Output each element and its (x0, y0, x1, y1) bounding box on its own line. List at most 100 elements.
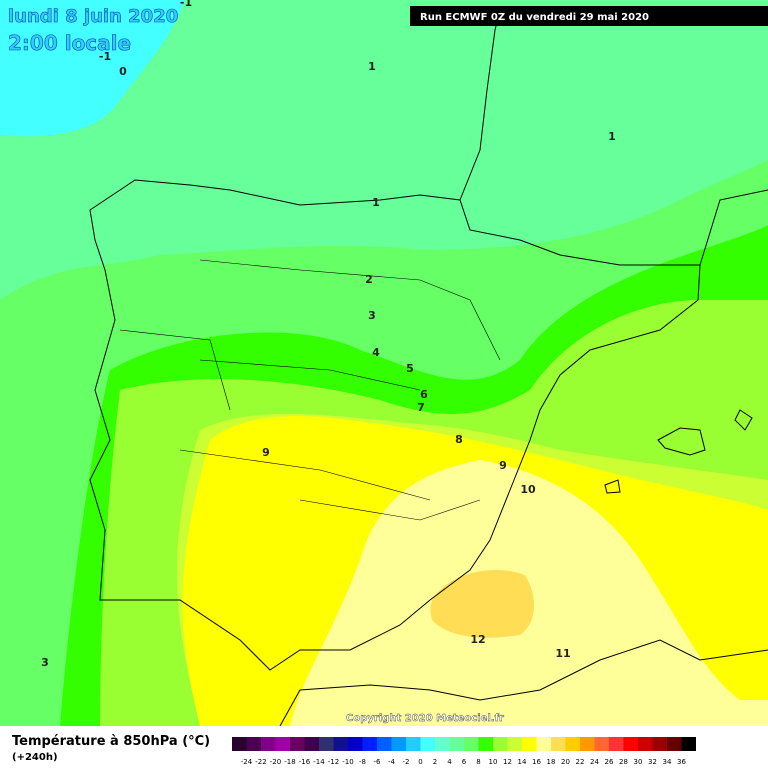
contour-label: 1 (372, 196, 380, 209)
iberia-outline (89, 179, 701, 671)
color-swatch (261, 737, 276, 751)
colorbar-tick-label: 8 (476, 758, 480, 766)
forecast-date: lundi 8 juin 2020 (8, 6, 178, 27)
colorbar-tick-label: 6 (462, 758, 467, 766)
colorbar-tick-label: -4 (388, 758, 396, 766)
contour-label: 10 (520, 483, 536, 496)
colorbar-tick-label: 28 (619, 758, 628, 766)
color-swatch (275, 737, 290, 751)
contour-label: 0 (119, 65, 127, 78)
contour-label: 12 (470, 633, 485, 646)
run-banner (410, 6, 768, 26)
contour-label: 2 (365, 273, 373, 286)
color-swatch (420, 737, 435, 751)
regional-borders (119, 259, 501, 521)
colorbar-tick-label: -6 (374, 758, 382, 766)
colorbar-tick-label: -8 (359, 758, 366, 766)
colorbar-tick-label: -10 (342, 758, 353, 766)
field-cold (0, 0, 185, 137)
colorbar-tick-label: 12 (503, 758, 512, 766)
color-swatch (246, 737, 261, 751)
forecast-time: 2:00 locale (8, 31, 131, 55)
colorbar-tick-label: -12 (328, 758, 339, 766)
island (604, 479, 621, 494)
contour-label: 1 (608, 130, 616, 143)
color-swatch (609, 737, 624, 751)
color-swatch (304, 737, 319, 751)
colorbar-tick-label: 0 (418, 758, 422, 766)
colorbar-tick-label: -2 (403, 758, 410, 766)
color-swatch (638, 737, 653, 751)
color-swatch (232, 737, 247, 751)
contour-label: 8 (455, 433, 463, 446)
color-swatch (565, 737, 580, 751)
contour-label: -1 (180, 0, 192, 9)
africa-coast (279, 639, 768, 727)
colorbar-tick-label: 30 (634, 758, 643, 766)
color-swatch (290, 737, 305, 751)
color-swatch (493, 737, 508, 751)
color-swatch (362, 737, 377, 751)
colorbar-tick-label: 24 (590, 758, 599, 766)
color-swatch (551, 737, 566, 751)
colorbar-tick-label: -22 (255, 758, 266, 766)
color-swatch (522, 737, 537, 751)
color-swatch (348, 737, 363, 751)
contour-label: 9 (262, 446, 270, 459)
color-swatch (580, 737, 595, 751)
island (657, 427, 706, 456)
island (734, 409, 753, 431)
copyright: Copyright 2020 Meteociel.fr (346, 713, 504, 724)
temperature-field (0, 0, 768, 726)
colorbar-tick-label: 10 (489, 758, 498, 766)
color-swatch (406, 737, 421, 751)
color-swatch (623, 737, 638, 751)
colorbar-tick-label: 18 (547, 758, 556, 766)
color-swatch (536, 737, 551, 751)
contour-label: 4 (372, 346, 380, 359)
colorbar-tick-label: -24 (241, 758, 253, 766)
colorbar-tick-label: 26 (605, 758, 614, 766)
color-swatch (507, 737, 522, 751)
color-swatch (449, 737, 464, 751)
colorbar-tick-label: 20 (561, 758, 570, 766)
color-swatch (681, 737, 696, 751)
color-swatch (594, 737, 609, 751)
coast (699, 189, 768, 266)
colorbar-tick-label: 22 (576, 758, 585, 766)
colorbar-tick-label: 32 (648, 758, 657, 766)
contour-label: 5 (406, 362, 414, 375)
colorbar-tick-label: -20 (270, 758, 281, 766)
legend-subtitle: (+240h) (12, 752, 58, 763)
contour-label: 1 (368, 60, 376, 73)
colorbar: -24 -22 -20 -18 -16 -14 -12 -10 -8 -6 -4 -2 0 2 4 6 8 10 1… (232, 737, 696, 766)
field-core (430, 570, 535, 638)
colorbar-tick-label: 2 (433, 758, 437, 766)
contour-label: 11 (555, 647, 570, 660)
color-swatch (333, 737, 348, 751)
contour-label: 3 (41, 656, 49, 669)
color-swatch (377, 737, 392, 751)
colorbar-tick-label: 14 (518, 758, 527, 766)
contour-label: 7 (417, 401, 425, 414)
colorbar-tick-label: -16 (299, 758, 311, 766)
color-swatch (478, 737, 493, 751)
colorbar-tick-label: 4 (447, 758, 452, 766)
legend-title: Température à 850hPa (°C) (12, 734, 210, 749)
color-swatch (652, 737, 667, 751)
color-swatch (464, 737, 479, 751)
contour-label: 3 (368, 309, 376, 322)
run-info: Run ECMWF 0Z du vendredi 29 mai 2020 (420, 12, 649, 23)
contour-label: 9 (499, 459, 507, 472)
contour-label: -1 (99, 50, 111, 63)
colorbar-tick-label: -14 (313, 758, 325, 766)
color-swatch (435, 737, 450, 751)
colorbar-tick-label: 34 (663, 758, 672, 766)
colorbar-tick-label: -18 (284, 758, 295, 766)
contour-label: 6 (420, 388, 428, 401)
colorbar-tick-label: 36 (677, 758, 686, 766)
colorbar-tick-label: 16 (532, 758, 541, 766)
